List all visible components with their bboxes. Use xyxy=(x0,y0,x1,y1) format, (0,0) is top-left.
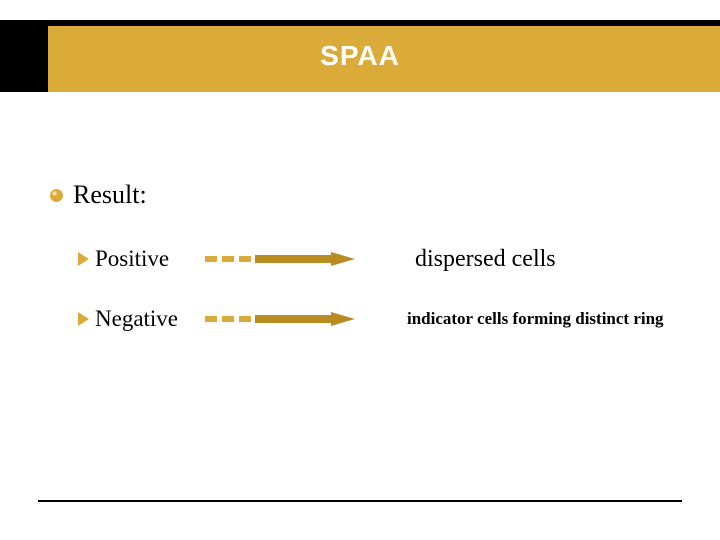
result-heading-line: Result: xyxy=(50,180,670,210)
triangle-bullet-icon xyxy=(78,312,89,326)
positive-row: Positive dispersed cells xyxy=(78,244,670,274)
arrow-cell-positive xyxy=(205,250,395,268)
slide-title: SPAA xyxy=(320,40,400,72)
positive-description: dispersed cells xyxy=(415,246,556,273)
arrow-cell-negative xyxy=(205,310,395,328)
positive-label: Positive xyxy=(95,246,205,272)
negative-row: Negative indicator cells forming distinc… xyxy=(78,304,670,334)
round-bullet-icon xyxy=(50,189,63,202)
triangle-bullet-icon xyxy=(78,252,89,266)
negative-label: Negative xyxy=(95,306,205,332)
result-label: Result: xyxy=(73,180,147,210)
title-banner: SPAA xyxy=(0,20,720,92)
banner-black-top-strip xyxy=(0,20,720,26)
footer-divider xyxy=(38,500,682,502)
content-area: Result: Positive dispersed cells Negativ… xyxy=(50,180,670,364)
arrow-icon xyxy=(205,310,365,328)
banner-black-left-block xyxy=(0,20,48,92)
arrow-icon xyxy=(205,250,365,268)
negative-description: indicator cells forming distinct ring xyxy=(407,309,664,329)
